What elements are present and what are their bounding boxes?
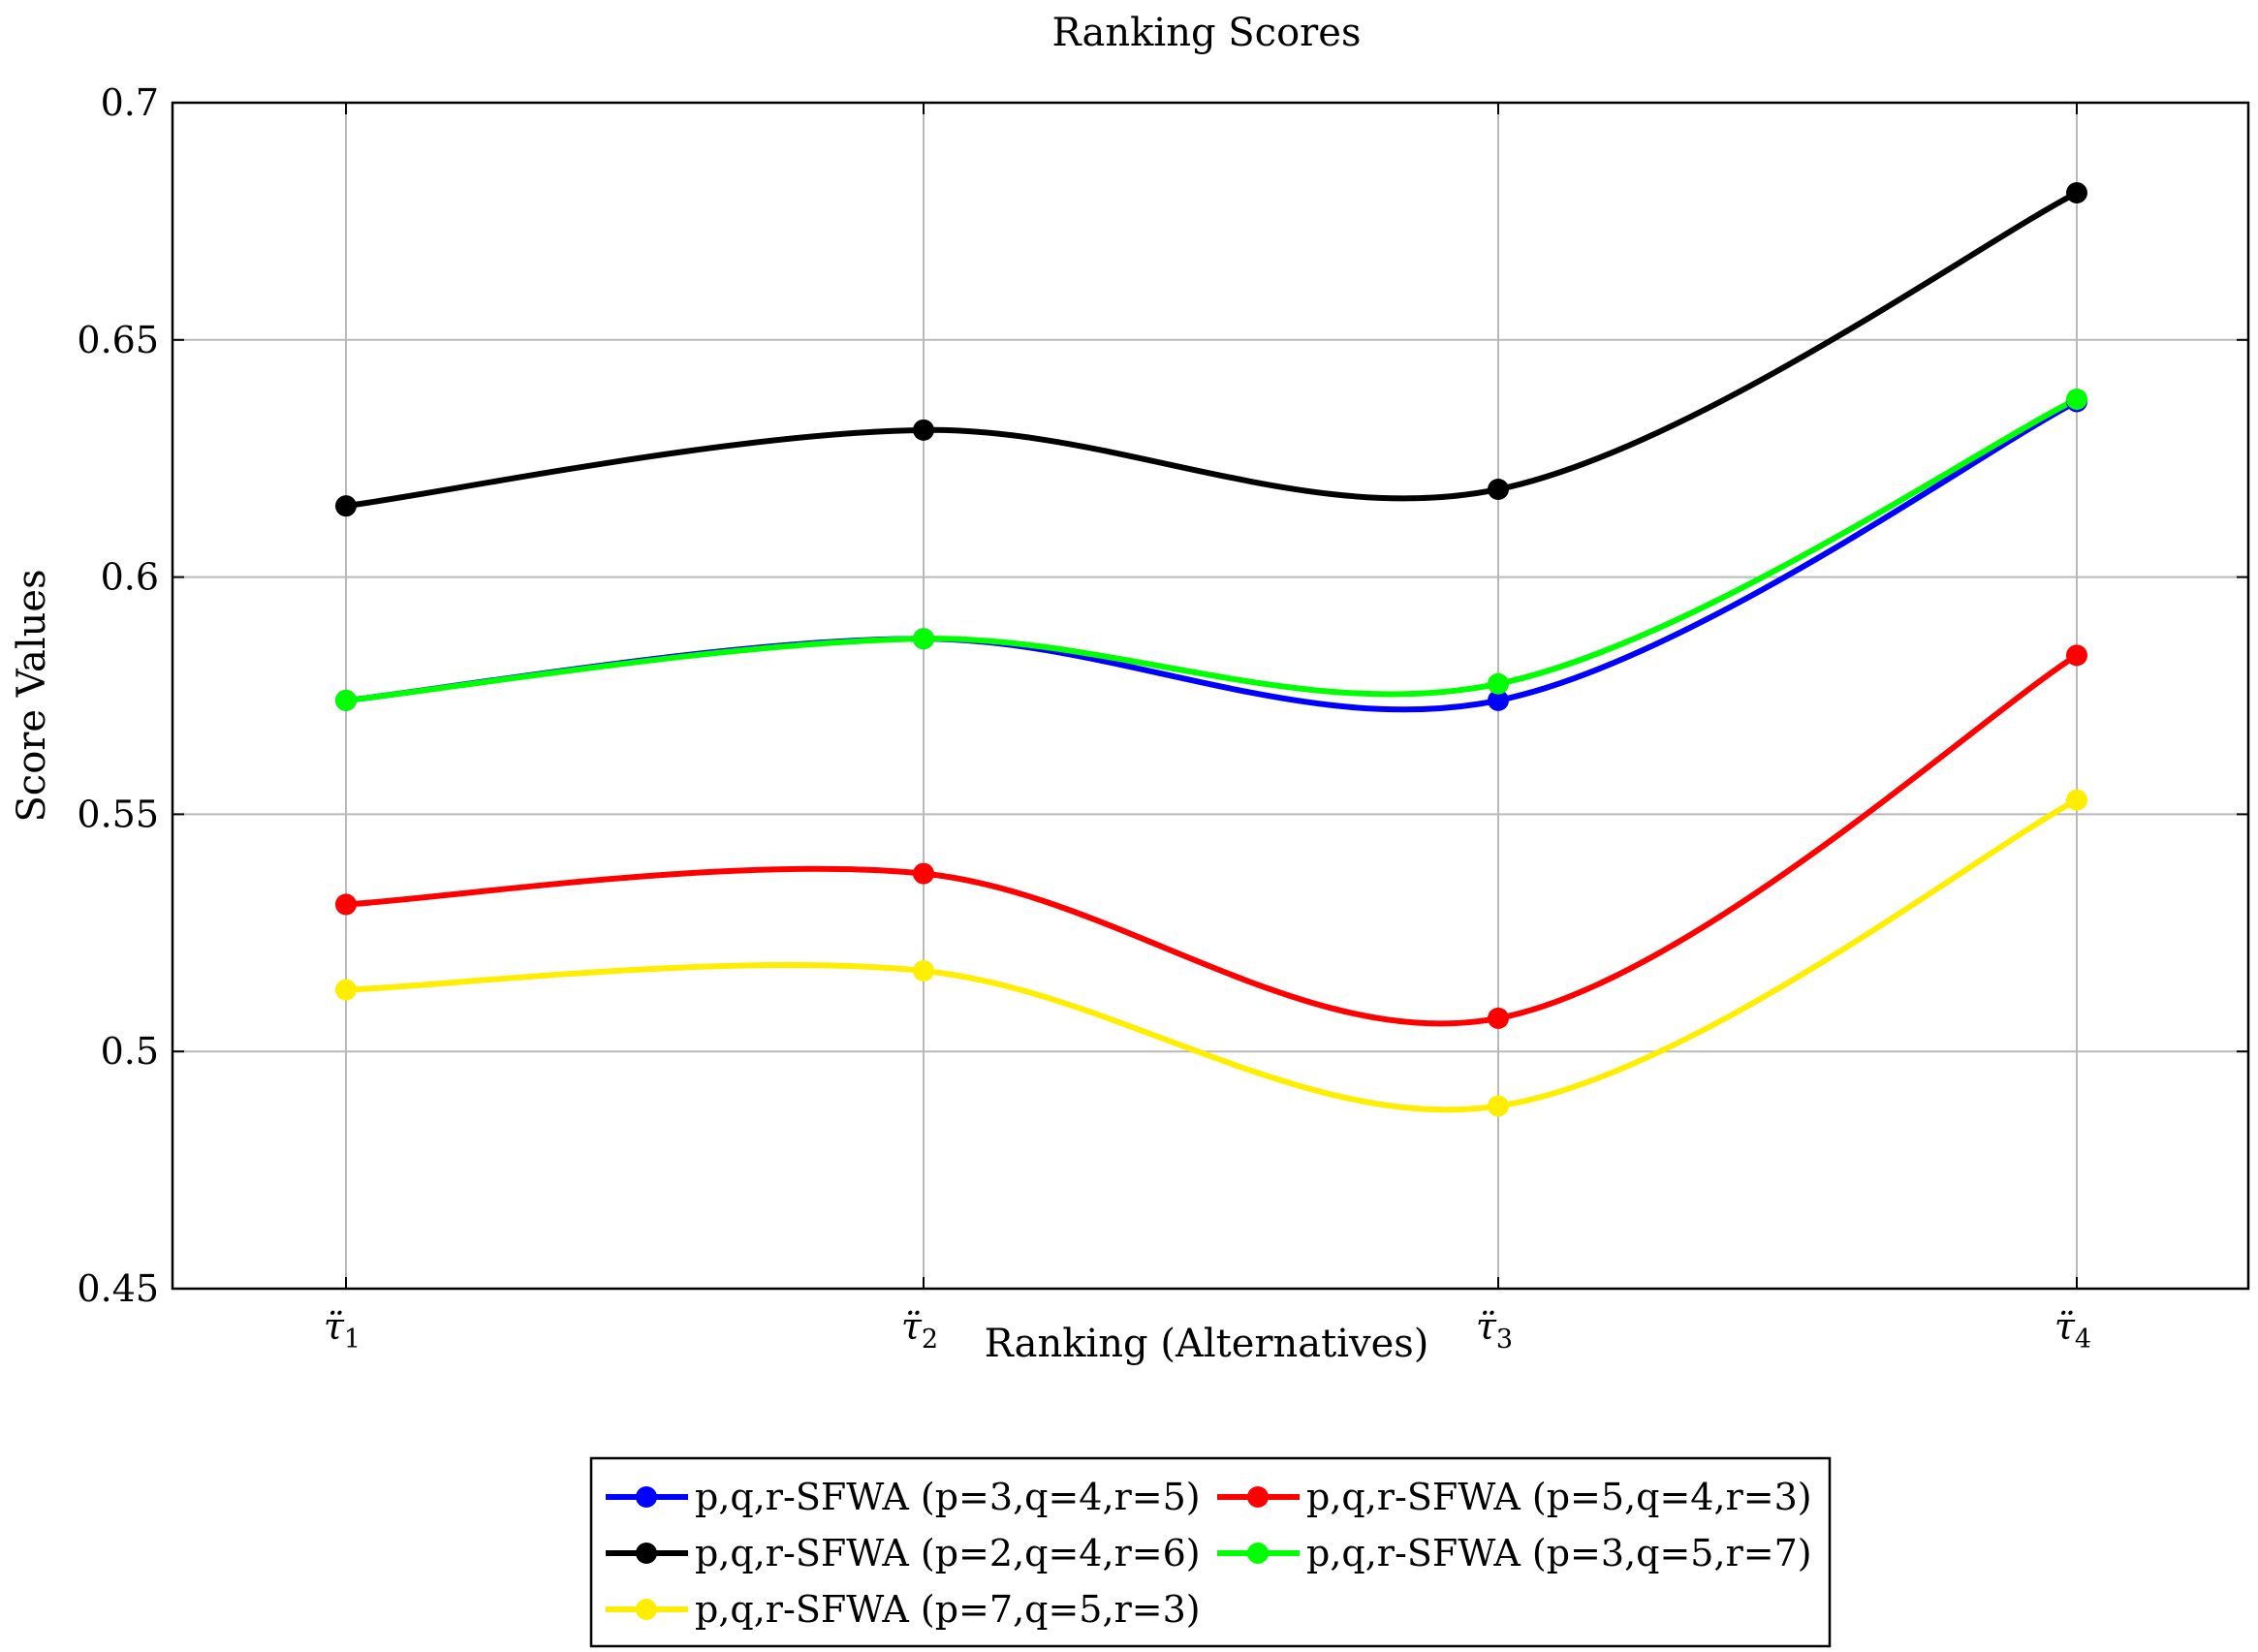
y-axis-title: Score Values — [10, 569, 54, 822]
data-point — [1488, 1095, 1509, 1117]
legend-item: p,q,r-SFWA (p=2,q=4,r=6) — [606, 1532, 1201, 1574]
legend-label: p,q,r-SFWA (p=3,q=4,r=5) — [695, 1476, 1201, 1518]
data-point — [2066, 789, 2087, 811]
legend-item: p,q,r-SFWA (p=7,q=5,r=3) — [606, 1588, 1201, 1631]
series-line — [343, 396, 2080, 703]
legend-item: p,q,r-SFWA (p=5,q=4,r=3) — [1217, 1476, 1812, 1518]
legend-frame — [589, 1456, 1832, 1648]
legend-label: p,q,r-SFWA (p=5,q=4,r=3) — [1306, 1476, 1812, 1518]
data-point — [913, 862, 934, 885]
legend-item: p,q,r-SFWA (p=3,q=4,r=5) — [606, 1476, 1201, 1518]
legend-label: p,q,r-SFWA (p=2,q=4,r=6) — [695, 1532, 1201, 1574]
data-point — [1488, 479, 1509, 501]
legend-marker — [636, 1486, 657, 1508]
legend-marker — [1247, 1543, 1269, 1564]
y-tick-label: 0.45 — [77, 1267, 159, 1310]
data-point — [913, 628, 934, 650]
data-point — [335, 979, 357, 1001]
series-line — [343, 652, 2080, 1027]
legend: p,q,r-SFWA (p=3,q=4,r=5) p,q,r-SFWA (p=5,… — [589, 1456, 1832, 1648]
x-axis-ticks: τ̈1 τ̈2 τ̈3 τ̈4 — [324, 103, 2091, 1355]
x-tick-label: τ̈3 — [1476, 1305, 1513, 1355]
y-tick-label: 0.65 — [77, 319, 159, 361]
data-point — [913, 419, 934, 441]
chart-title: Ranking Scores — [1052, 11, 1362, 55]
data-point — [335, 689, 357, 711]
data-point — [335, 893, 357, 916]
grid — [172, 103, 2248, 1289]
x-tick-label: τ̈4 — [2054, 1305, 2091, 1355]
y-axis-ticks: 0.45 0.5 0.55 0.6 0.65 0.7 — [77, 81, 2248, 1310]
y-tick-label: 0.6 — [101, 556, 159, 599]
legend-item: p,q,r-SFWA (p=3,q=5,r=7) — [1217, 1532, 1812, 1574]
series-line — [343, 190, 2080, 510]
data-point — [2066, 182, 2087, 204]
data-point — [1488, 672, 1509, 695]
legend-marker — [636, 1543, 657, 1564]
data-point — [335, 495, 357, 517]
legend-marker — [636, 1599, 657, 1620]
series-lines — [343, 190, 2080, 1113]
data-point — [2066, 644, 2087, 667]
legend-label: p,q,r-SFWA (p=3,q=5,r=7) — [1306, 1532, 1812, 1574]
y-tick-label: 0.5 — [101, 1030, 159, 1073]
x-tick-label: τ̈2 — [901, 1305, 938, 1355]
data-point — [1488, 1007, 1509, 1029]
series-markers — [335, 182, 2087, 1117]
series-line — [343, 796, 2080, 1113]
x-tick-label: τ̈1 — [324, 1305, 361, 1355]
y-tick-label: 0.55 — [77, 793, 159, 835]
x-axis-title: Ranking (Alternatives) — [985, 1322, 1429, 1366]
data-point — [913, 959, 934, 982]
legend-marker — [1247, 1486, 1269, 1508]
data-point — [2066, 389, 2087, 410]
y-tick-label: 0.7 — [101, 81, 159, 124]
legend-label: p,q,r-SFWA (p=7,q=5,r=3) — [695, 1588, 1201, 1631]
data-point — [1488, 689, 1509, 711]
plot-area-frame — [171, 101, 2250, 1291]
